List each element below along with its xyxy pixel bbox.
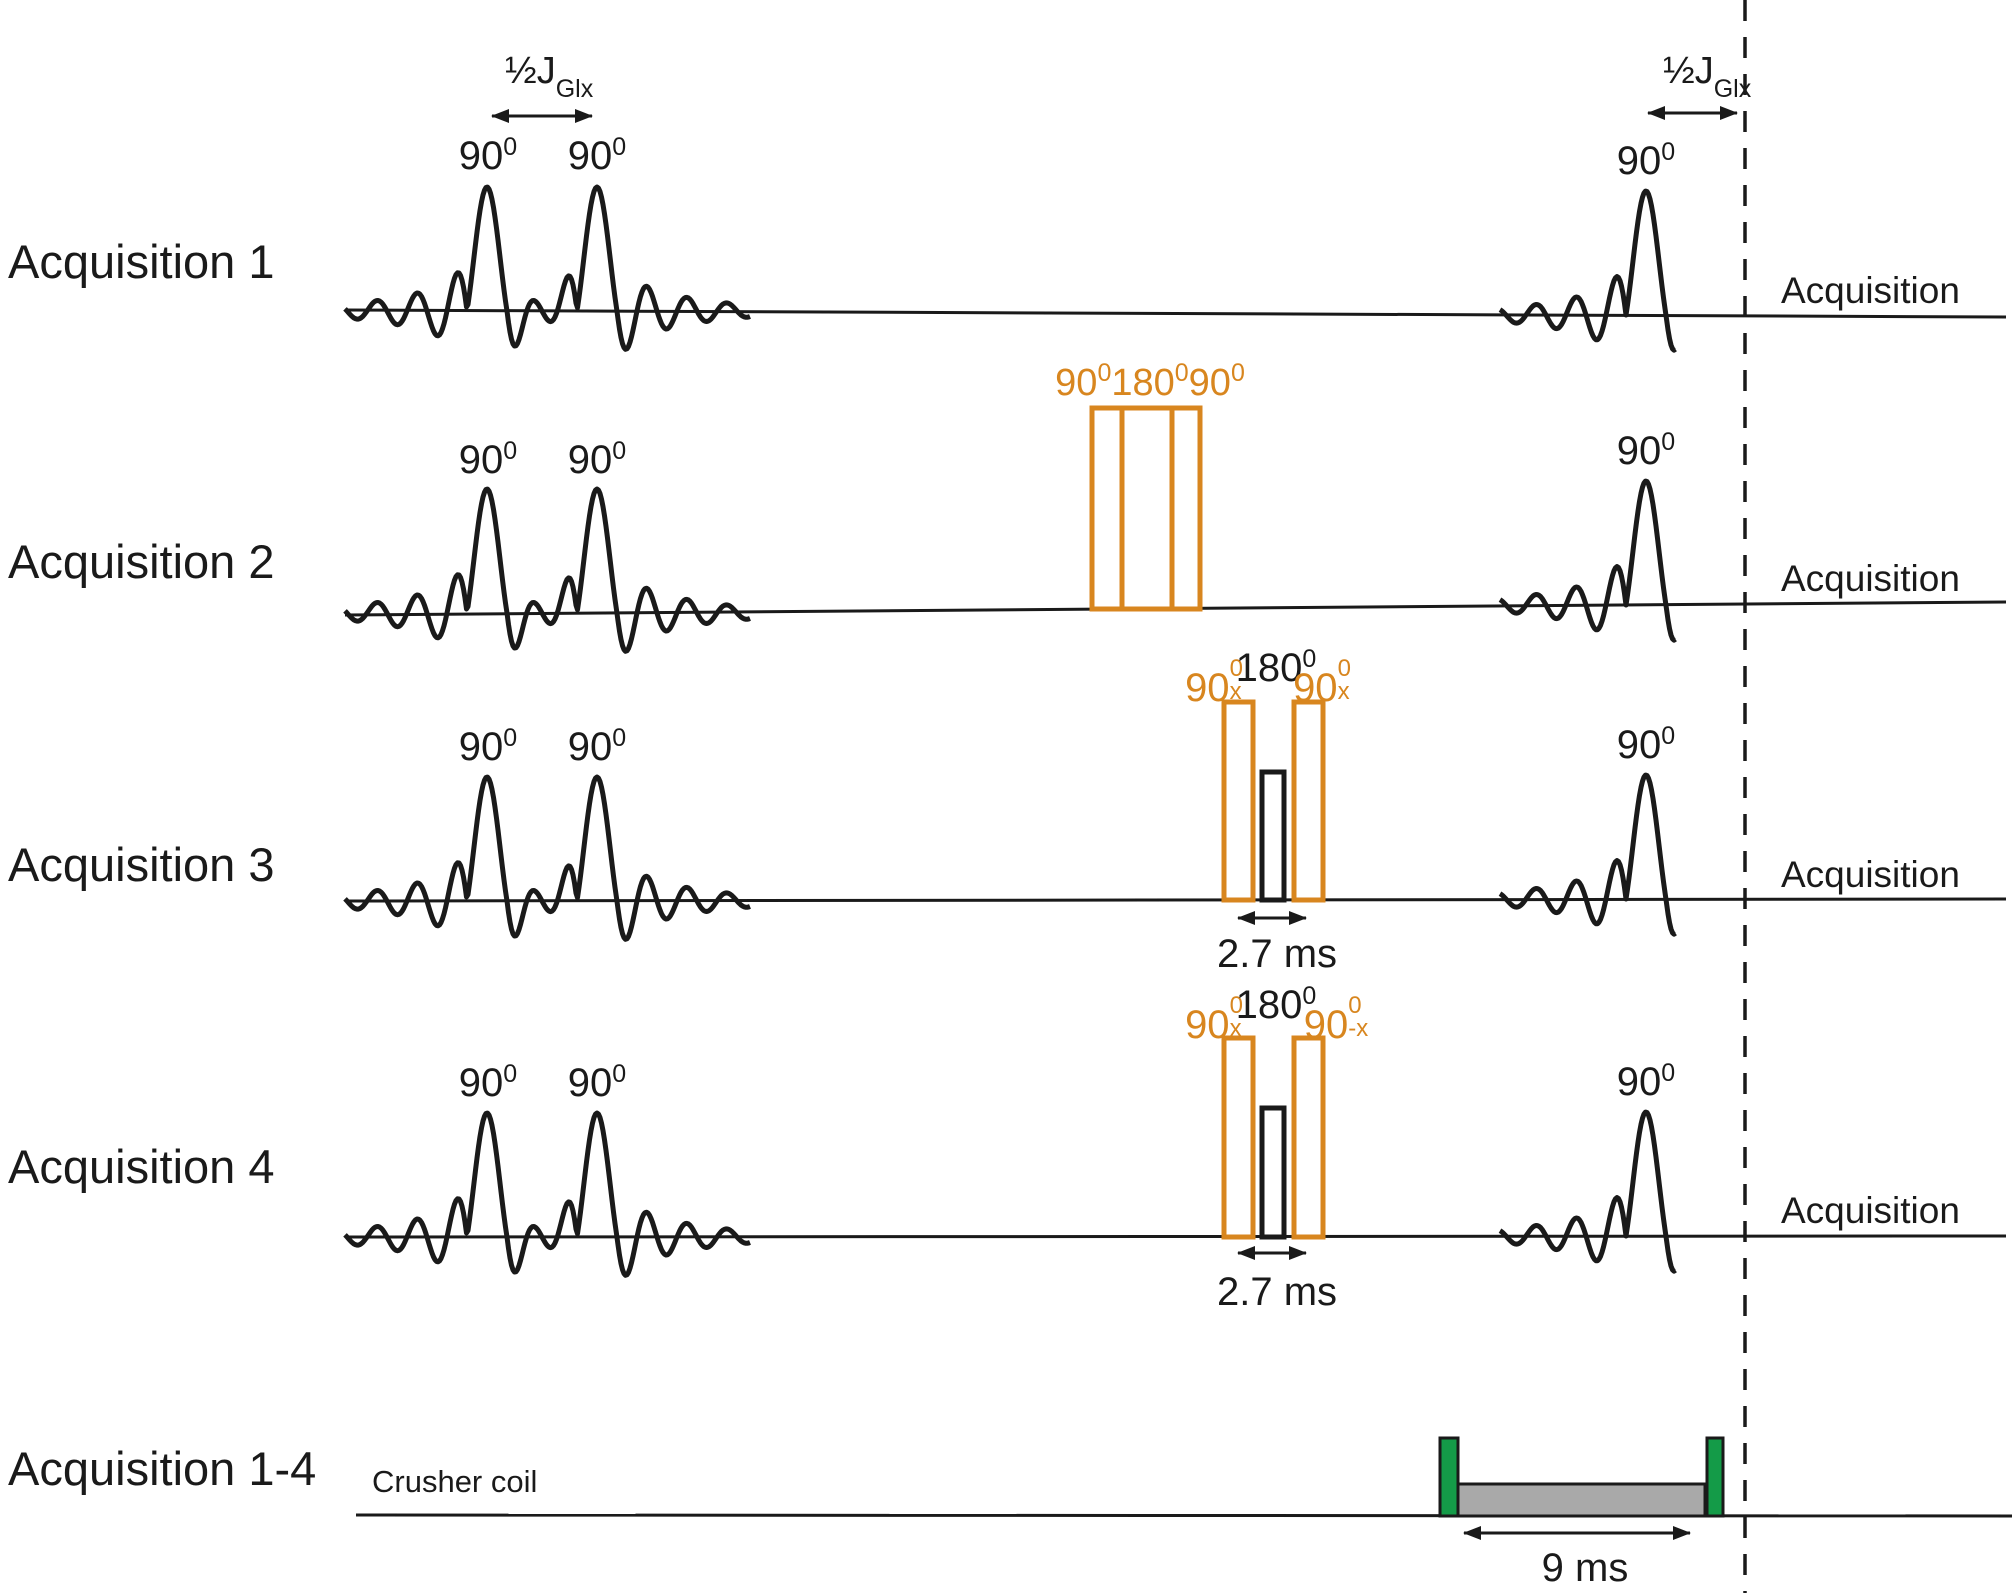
row4-editing-pulses-waveform [343, 1110, 751, 1278]
row1-half-j-left-label: ½JGlx [505, 50, 594, 103]
row3-editing-pulses-waveform [343, 774, 751, 942]
row4-acquisition-label: Acquisition [1781, 1190, 1960, 1231]
row4-pulse2-label: 900 [567, 1060, 627, 1105]
row1-pulse1-label: 900 [458, 133, 518, 178]
row3-acquisition-label: Acquisition [1781, 854, 1960, 895]
row4-pulse3-label: 900 [1616, 1059, 1676, 1104]
row3-mega-right-label: 900 x [1293, 655, 1351, 710]
row3-mega-left-label: 900 x [1185, 655, 1243, 710]
row2-excitation-pulse-waveform [1498, 478, 1677, 643]
crusher-spike-right-rect [1705, 1436, 1725, 1518]
crusher-spike-left-rect [1438, 1436, 1460, 1518]
row3-mega-90x-right-rect [1291, 699, 1326, 903]
row4-mega-90x-left-rect [1221, 1035, 1256, 1240]
row4-refocus-label: 1800 [1235, 982, 1317, 1027]
row2-pulse2-label: 900 [567, 437, 627, 482]
row4-title: Acquisition 4 [8, 1140, 275, 1193]
row3-refocus-180-rect [1259, 769, 1287, 903]
crusher-gradient-plateau-rect [1456, 1482, 1707, 1518]
row3-title: Acquisition 3 [8, 838, 275, 891]
row3-pulse1-label: 900 [458, 724, 518, 769]
row5-title: Acquisition 1-4 [8, 1442, 317, 1495]
row1-pulse3-label: 900 [1616, 138, 1676, 183]
row4-baseline [344, 1234, 2007, 1239]
row3-baseline [344, 897, 2007, 903]
row1-editing-pulses-waveform [343, 184, 751, 352]
row2-editing-pulses-waveform [343, 486, 751, 654]
row4-pulse1-label: 900 [458, 1060, 518, 1105]
row4-mega-right-label: 900 -x [1303, 992, 1369, 1047]
row4-duration-label: 2.7 ms [1216, 1270, 1338, 1314]
row4-mega-90minusx-right-rect [1291, 1035, 1326, 1240]
row2-acquisition-label: Acquisition [1781, 558, 1960, 599]
row3-pulse2-label: 900 [567, 724, 627, 769]
row3-refocus-label: 1800 [1235, 645, 1317, 690]
row3-mega-90x-left-rect [1221, 699, 1256, 903]
crusher-duration-label: 9 ms [1541, 1546, 1629, 1590]
row1-title: Acquisition 1 [8, 235, 275, 288]
row2-composite-pulse-label: 9001800900 [1055, 359, 1245, 404]
row4-mega-left-label: 900 x [1185, 992, 1243, 1047]
row3-pulse3-label: 900 [1616, 722, 1676, 767]
row1-excitation-pulse-waveform [1498, 188, 1677, 353]
row1-acquisition-label: Acquisition [1781, 270, 1960, 311]
row1-half-j-right-label: ½JGlx [1663, 50, 1752, 103]
crusher-coil-label: Crusher coil [372, 1464, 538, 1499]
row4-excitation-pulse-waveform [1498, 1109, 1677, 1274]
row4-refocus-180-rect [1259, 1105, 1287, 1240]
row3-duration-label: 2.7 ms [1216, 932, 1338, 976]
row2-pulse3-label: 900 [1616, 428, 1676, 473]
row2-pulse1-label: 900 [458, 437, 518, 482]
row2-title: Acquisition 2 [8, 535, 275, 588]
row2-composite-pulse-rect [1089, 405, 1203, 612]
crusher-baseline [355, 1513, 2012, 1518]
row1-baseline [344, 308, 2007, 319]
row1-pulse2-label: 900 [567, 133, 627, 178]
row3-excitation-pulse-waveform [1498, 772, 1677, 937]
